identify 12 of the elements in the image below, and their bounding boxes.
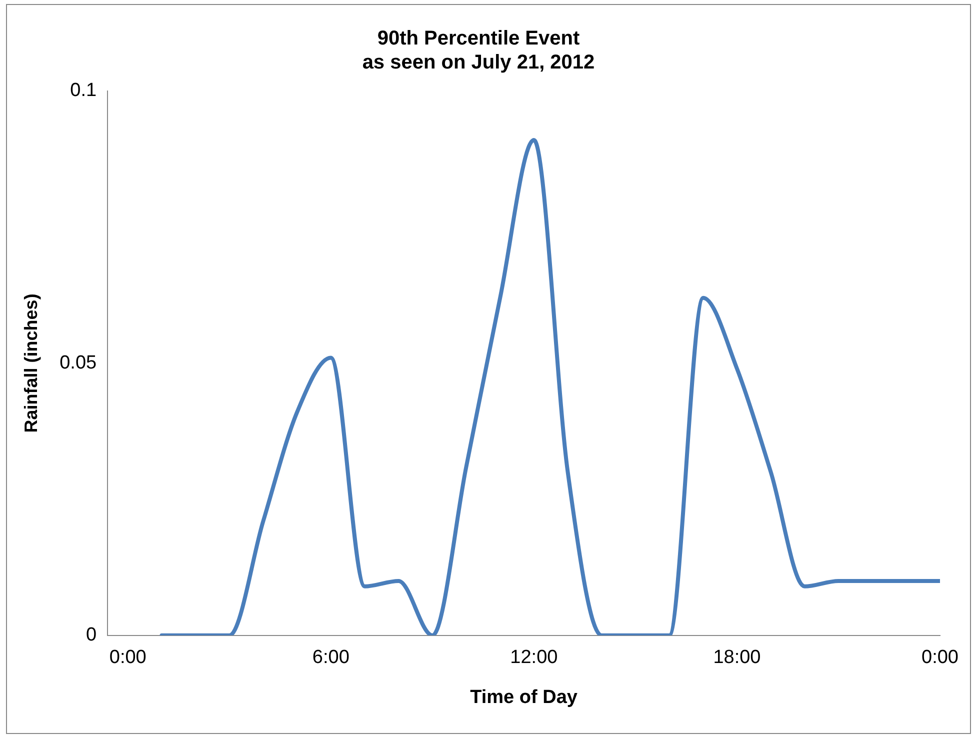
x-tick-label: 0:00 [109, 647, 146, 668]
x-tick-label: 0:00 [922, 647, 958, 668]
y-axis-title: Rainfall (inches) [20, 294, 41, 433]
y-tick-label: 0 [86, 624, 97, 646]
x-tick-label: 18:00 [713, 647, 761, 668]
line-series [160, 138, 940, 636]
x-tick-label: 6:00 [312, 647, 350, 668]
chart-title: 90th Percentile Event as seen on July 21, 2012 [362, 28, 595, 74]
x-axis-title: Time of Day [470, 686, 578, 708]
y-tick-label: 0.05 [60, 352, 97, 374]
y-tick-label: 0.1 [70, 80, 97, 102]
x-tick-label: 12:00 [510, 647, 558, 668]
